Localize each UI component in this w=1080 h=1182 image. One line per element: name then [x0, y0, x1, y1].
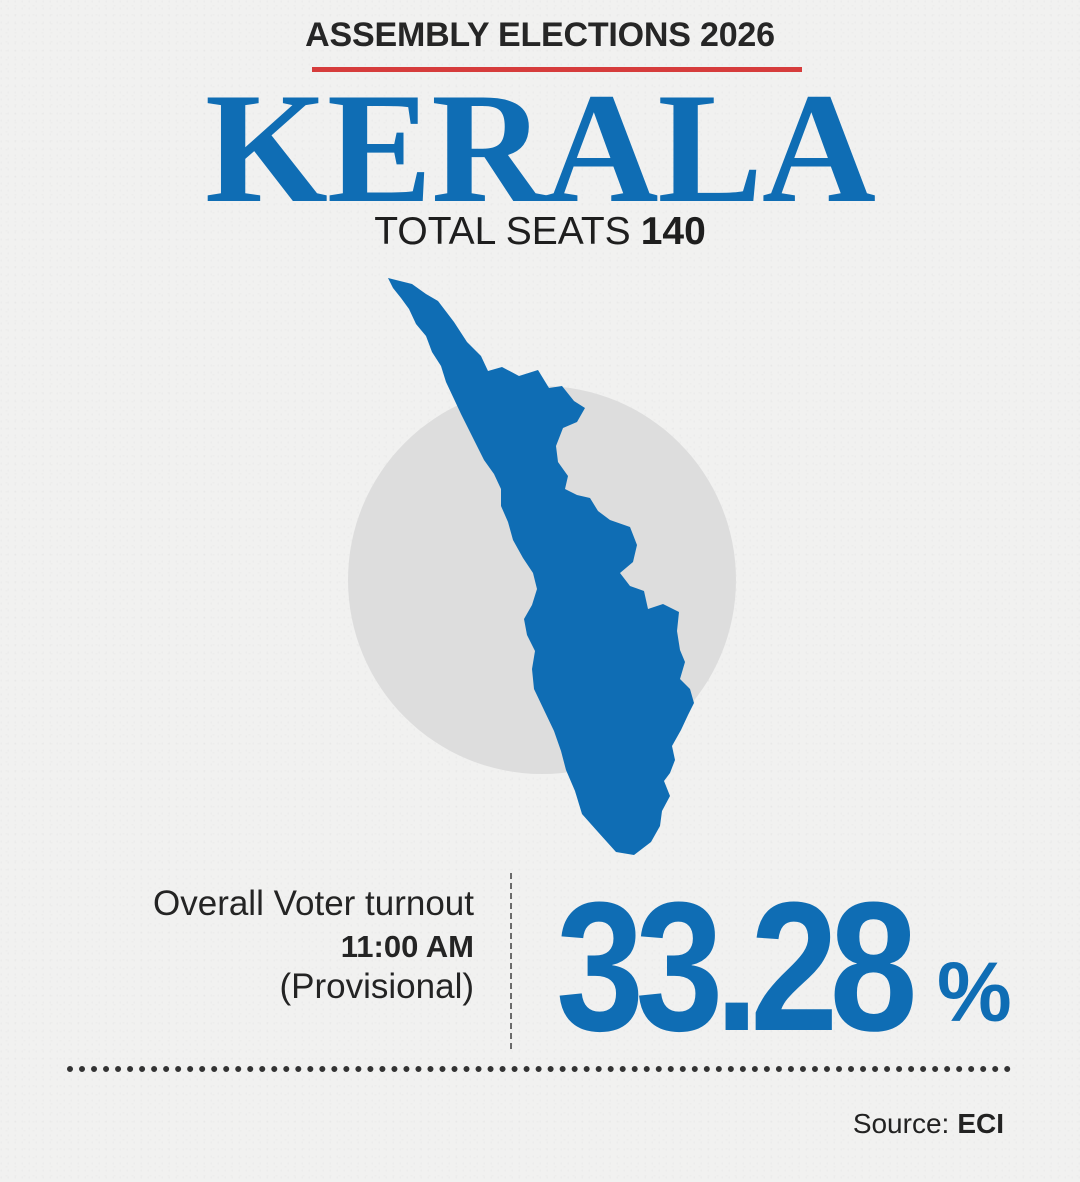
- source-credit: Source: ECI: [853, 1108, 1004, 1140]
- kerala-map-graphic: [330, 270, 736, 870]
- turnout-label: Overall Voter turnout: [153, 884, 474, 923]
- source-label: Source:: [852, 1108, 950, 1139]
- footer-dotted-rule: [67, 1066, 1011, 1072]
- turnout-time: 11:00 AM: [340, 928, 474, 964]
- turnout-number: 33.28: [556, 863, 918, 1069]
- source-value: ECI: [957, 1108, 1004, 1139]
- turnout-percent-sign: %: [937, 945, 1012, 1039]
- turnout-percentage: 33.28 %: [556, 863, 1012, 1069]
- kerala-map-icon: [388, 278, 694, 855]
- turnout-details: Overall Voter turnout 11:00 AM (Provisio…: [153, 884, 474, 1008]
- state-title: KERALA: [205, 61, 876, 236]
- total-seats-value: 140: [640, 210, 706, 253]
- total-seats-label: TOTAL SEATS: [374, 210, 631, 253]
- total-seats: TOTAL SEATS 140: [0, 210, 1080, 253]
- election-kicker: ASSEMBLY ELECTIONS 2026: [305, 16, 775, 54]
- turnout-divider: [510, 873, 512, 1049]
- kicker-underline: [312, 67, 802, 72]
- turnout-provisional-note: (Provisional): [279, 967, 475, 1007]
